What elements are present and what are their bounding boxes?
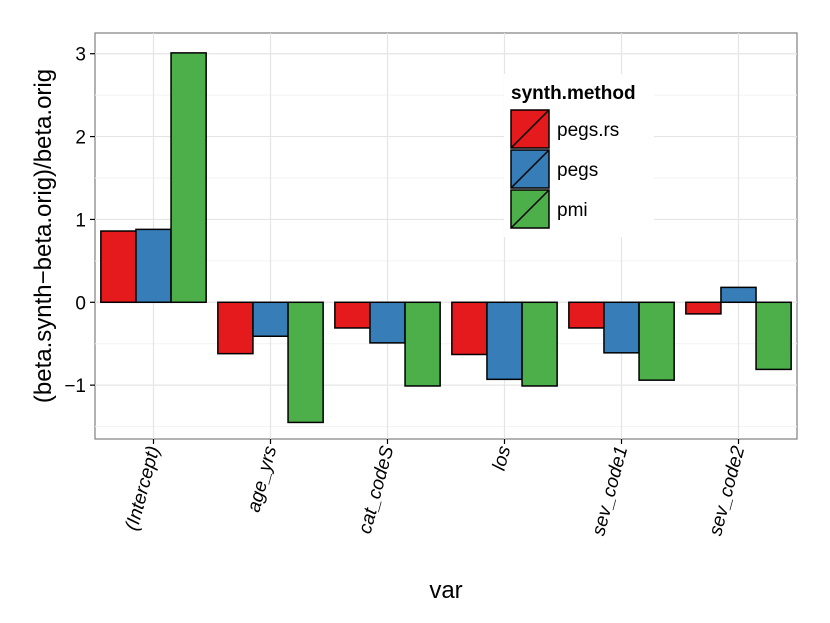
y-tick-label: 2 [75, 128, 86, 149]
legend: synth.method pegs.rs pegs pmi [504, 74, 654, 237]
x-tick-label: sev_code1 [588, 444, 632, 538]
x-tick-label: cat_codeS [355, 444, 399, 536]
legend-label-pmi: pmi [557, 200, 588, 221]
bar-pegs-rs-cat_codes [334, 301, 371, 329]
bar-pmi-cat_codes [404, 301, 441, 387]
x-tick-label: los [489, 443, 516, 472]
bar-pmi-los [521, 301, 558, 387]
legend-label-pegs: pegs [557, 160, 598, 181]
legend-key-slash [510, 189, 550, 229]
bar-pegs-rs-age_yrs [217, 301, 254, 355]
y-axis-title: (beta.synth−beta.orig)/beta.orig [30, 69, 57, 403]
x-tick-label: sev_code2 [705, 443, 749, 538]
bar-pmi-intercept [170, 52, 207, 304]
y-tick-label: 1 [75, 210, 86, 231]
bar-pegs-los [486, 301, 523, 381]
y-tick-label: 3 [75, 45, 86, 66]
legend-title: synth.method [511, 83, 636, 104]
bar-pegs-rs-intercept [100, 230, 137, 304]
bar-pegs-sev_code2 [720, 286, 757, 304]
bar-pegs-age_yrs [252, 301, 289, 338]
legend-keys: pegs.rs pegs pmi [510, 109, 619, 229]
y-axis-ticks: −1 0 1 2 3 [64, 45, 95, 397]
bar-pegs-sev_code1 [603, 301, 640, 354]
bar-pegs-intercept [135, 228, 172, 304]
plot-panel [94, 32, 798, 440]
x-tick-label: age_yrs [244, 443, 282, 514]
bar-pegs-cat_codes [369, 301, 406, 344]
bars [100, 52, 792, 424]
legend-label-pegs-rs: pegs.rs [557, 120, 619, 141]
bar-pmi-age_yrs [287, 301, 324, 424]
legend-key-slash [510, 149, 550, 189]
bar-pegs-rs-los [451, 301, 488, 356]
bar-pegs-rs-sev_code2 [685, 301, 722, 315]
y-tick-label: 0 [75, 293, 86, 314]
x-axis-ticks: (Intercept) age_yrs cat_codeS los sev_code1 s… [122, 439, 749, 538]
x-tick-label: (Intercept) [122, 444, 165, 533]
bar-pmi-sev_code1 [638, 301, 675, 381]
y-tick-label: −1 [64, 376, 86, 397]
bar-pegs-rs-sev_code1 [568, 301, 605, 329]
x-axis-title: var [429, 577, 462, 604]
legend-key-slash [510, 109, 550, 149]
bar-pmi-sev_code2 [755, 301, 792, 371]
